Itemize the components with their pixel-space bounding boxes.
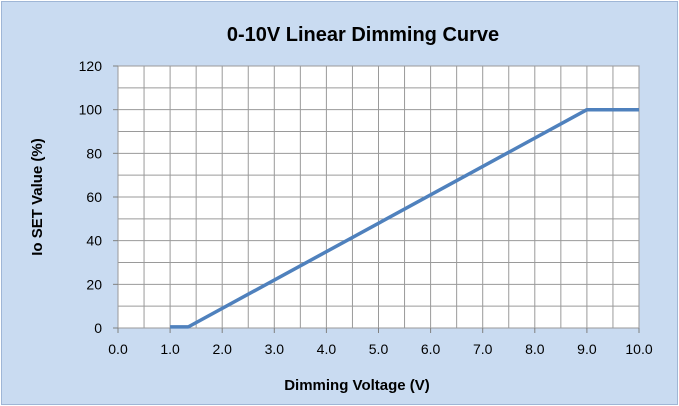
chart-title: 0-10V Linear Dimming Curve bbox=[227, 24, 499, 46]
dimming-curve-line bbox=[170, 107, 639, 329]
x-tick-label: 9.0 bbox=[577, 341, 597, 357]
x-tick-label: 8.0 bbox=[525, 341, 545, 357]
x-tick-label: 4.0 bbox=[317, 341, 337, 357]
series-layer bbox=[170, 107, 639, 329]
y-tick-label: 20 bbox=[86, 276, 102, 292]
x-tick-label: 0.0 bbox=[108, 341, 128, 357]
x-tick-label: 6.0 bbox=[421, 341, 441, 357]
y-tick-label: 60 bbox=[86, 189, 102, 205]
x-tick-label: 2.0 bbox=[212, 341, 232, 357]
x-tick-label: 10.0 bbox=[625, 341, 652, 357]
y-tick-label: 120 bbox=[79, 58, 103, 74]
y-tick-label: 100 bbox=[79, 102, 103, 118]
y-axis-title: Io SET Value (%) bbox=[29, 138, 46, 256]
x-tick-label: 3.0 bbox=[265, 341, 285, 357]
gridlines bbox=[117, 65, 640, 329]
x-tick-label: 1.0 bbox=[160, 341, 180, 357]
x-axis-ticks: 0.0 1.0 2.0 3.0 4.0 5.0 6.0 7.0 8.0 9.0 10.0 bbox=[108, 328, 653, 357]
y-tick-label: 40 bbox=[86, 233, 102, 249]
y-axis-ticks: 0 20 40 60 80 100 120 bbox=[79, 58, 118, 336]
y-tick-label: 80 bbox=[86, 145, 102, 161]
y-tick-label: 0 bbox=[94, 320, 102, 336]
x-axis-title: Dimming Voltage (V) bbox=[284, 377, 430, 394]
x-tick-label: 5.0 bbox=[369, 341, 389, 357]
x-tick-label: 7.0 bbox=[473, 341, 493, 357]
